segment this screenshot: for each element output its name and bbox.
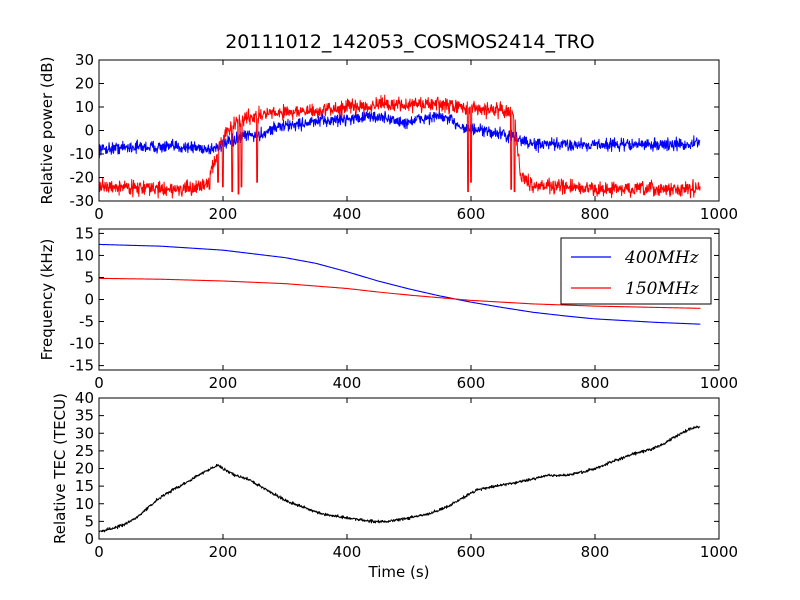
tec-ytick-label: 10 [75,495,94,513]
power-panel: 0 200 400 600 800 1000 -30 -20 -10 0 10 20 30 Relativ… [38,51,738,223]
plots: 0 200 400 600 800 1000-30-20-100102030Relativ… [38,51,738,581]
frequency-series-line-0 [99,243,701,325]
tec-xtick-label: 1000 [700,543,738,561]
tec-ytick-label: 25 [75,442,94,460]
power-ytick-label: 0 [84,122,94,140]
power-xtick-label: 600 [457,205,486,223]
tec-ytick-label: 30 [75,424,94,442]
frequency-ytick-label: 5 [84,268,94,286]
power-xtick-label: 400 [333,205,362,223]
tec-xtick-label: 400 [333,543,362,561]
power-xtick-label: 0 [94,205,104,223]
tec-ytick-label: 0 [84,530,94,548]
power-xtick-label: 200 [209,205,238,223]
power-ytick-label: 30 [75,51,94,69]
frequency-ytick-label: -15 [70,357,95,375]
frequency-xtick-label: 800 [581,374,610,392]
power-ytick-label: 20 [75,75,94,93]
tec-xlabel: Time (s) [368,563,430,581]
power-ytick-label: -30 [70,192,95,210]
power-ylabel: Relative power (dB) [38,57,56,205]
tec-ytick-label: 15 [75,477,94,495]
frequency-xtick-label: 0 [94,374,104,392]
tec-xtick-label: 800 [581,543,610,561]
power-ytick-label: 10 [75,98,94,116]
frequency-xtick-label: 600 [457,374,486,392]
power-series-line-0 [99,110,701,159]
frequency-ytick-label: 15 [75,224,94,242]
tec-xtick-label: 0 [94,543,104,561]
frequency-xtick-label: 400 [333,374,362,392]
power-series-line-1 [99,94,701,199]
frequency-ytick-label: -5 [79,313,94,331]
frequency-ytick-label: 0 [84,291,94,309]
power-xtick-label: 1000 [700,205,738,223]
frequency-xtick-label: 200 [209,374,238,392]
tec-ytick-label: 20 [75,460,94,478]
tec-ylabel: Relative TEC (TECU) [51,393,69,544]
tec-ytick-label: 5 [84,512,94,530]
frequency-legend [560,237,712,305]
power-ytick-label: -10 [70,145,95,163]
tec-ytick-label: 35 [75,407,94,425]
frequency-ylabel: Frequency (kHz) [38,239,56,361]
power-ytick-label: -20 [70,169,95,187]
legend-label-0: 400MHz [624,248,700,268]
power-xtick-label: 800 [581,205,610,223]
frequency-panel: 0 200 400 600 800 1000 -15 -10 -5 0 5 10 15 Frequency… [38,224,738,392]
tec-xtick-label: 600 [457,543,486,561]
tec-ytick-label: 40 [75,389,94,407]
frequency-xtick-label: 1000 [700,374,738,392]
figure-title: 20111012_142053_COSMOS2414_TRO [225,31,595,53]
frequency-ytick-label: -10 [70,335,95,353]
frequency-series-line-1 [99,277,701,309]
legend-label-1: 150MHz [625,279,700,299]
tec-series-line-0 [99,425,701,533]
tec-xtick-label: 200 [209,543,238,561]
frequency-ytick-label: 10 [75,246,94,264]
